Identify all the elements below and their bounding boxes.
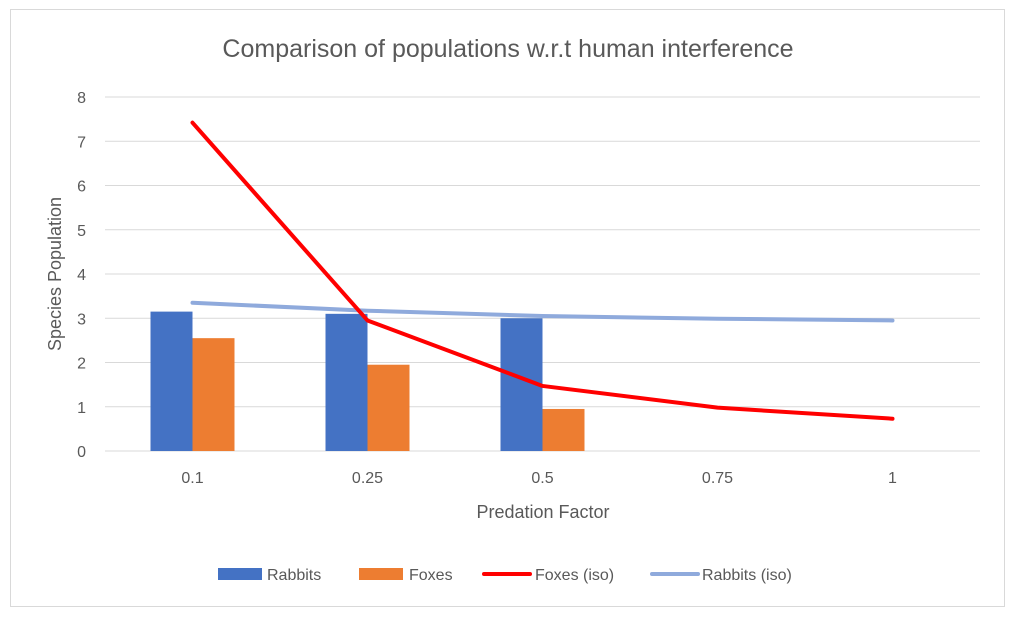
x-tick-label: 0.25 bbox=[352, 470, 383, 487]
bar-foxes-0 bbox=[192, 338, 235, 451]
line-rabbits-iso- bbox=[190, 300, 895, 323]
y-axis-title: Species Population bbox=[45, 197, 65, 351]
bars bbox=[150, 311, 585, 451]
legend-label-foxes: Foxes bbox=[409, 567, 453, 584]
y-tick-label: 7 bbox=[77, 134, 86, 151]
y-tick-label: 1 bbox=[77, 400, 86, 417]
bar-rabbits-0 bbox=[150, 311, 193, 451]
y-tick-label: 0 bbox=[77, 444, 86, 461]
x-tick-label: 0.1 bbox=[181, 470, 203, 487]
x-tick-label: 1 bbox=[888, 470, 897, 487]
series-lines bbox=[190, 120, 895, 421]
legend-label-rabbits: Rabbits bbox=[267, 567, 321, 584]
y-tick-label: 2 bbox=[77, 356, 86, 373]
y-tick-label: 4 bbox=[77, 267, 86, 284]
line-foxes-iso- bbox=[190, 120, 895, 421]
y-tick-label: 6 bbox=[77, 179, 86, 196]
bar-foxes-1 bbox=[367, 364, 410, 451]
chart-frame bbox=[10, 9, 1005, 607]
bar-rabbits-1 bbox=[325, 313, 368, 451]
bar-foxes-2 bbox=[542, 408, 585, 451]
y-axis-ticks: 0 1 2 3 4 5 6 7 8 bbox=[77, 90, 86, 461]
legend-swatch-foxes bbox=[359, 568, 403, 580]
legend-swatch-rabbits bbox=[218, 568, 262, 580]
x-axis-title: Predation Factor bbox=[476, 502, 609, 522]
y-tick-label: 3 bbox=[77, 311, 86, 328]
y-tick-label: 5 bbox=[77, 223, 86, 240]
x-tick-label: 0.5 bbox=[531, 470, 553, 487]
x-axis-ticks: 0.1 0.25 0.5 0.75 1 bbox=[181, 470, 897, 487]
legend: Rabbits Foxes Foxes (iso) Rabbits (iso) bbox=[218, 567, 792, 584]
chart-title: Comparison of populations w.r.t human in… bbox=[222, 35, 793, 63]
gridlines bbox=[105, 96, 980, 452]
legend-label-foxes-iso: Foxes (iso) bbox=[535, 567, 614, 584]
y-tick-label: 8 bbox=[77, 90, 86, 107]
legend-label-rabbits-iso: Rabbits (iso) bbox=[702, 567, 792, 584]
x-tick-label: 0.75 bbox=[702, 470, 733, 487]
